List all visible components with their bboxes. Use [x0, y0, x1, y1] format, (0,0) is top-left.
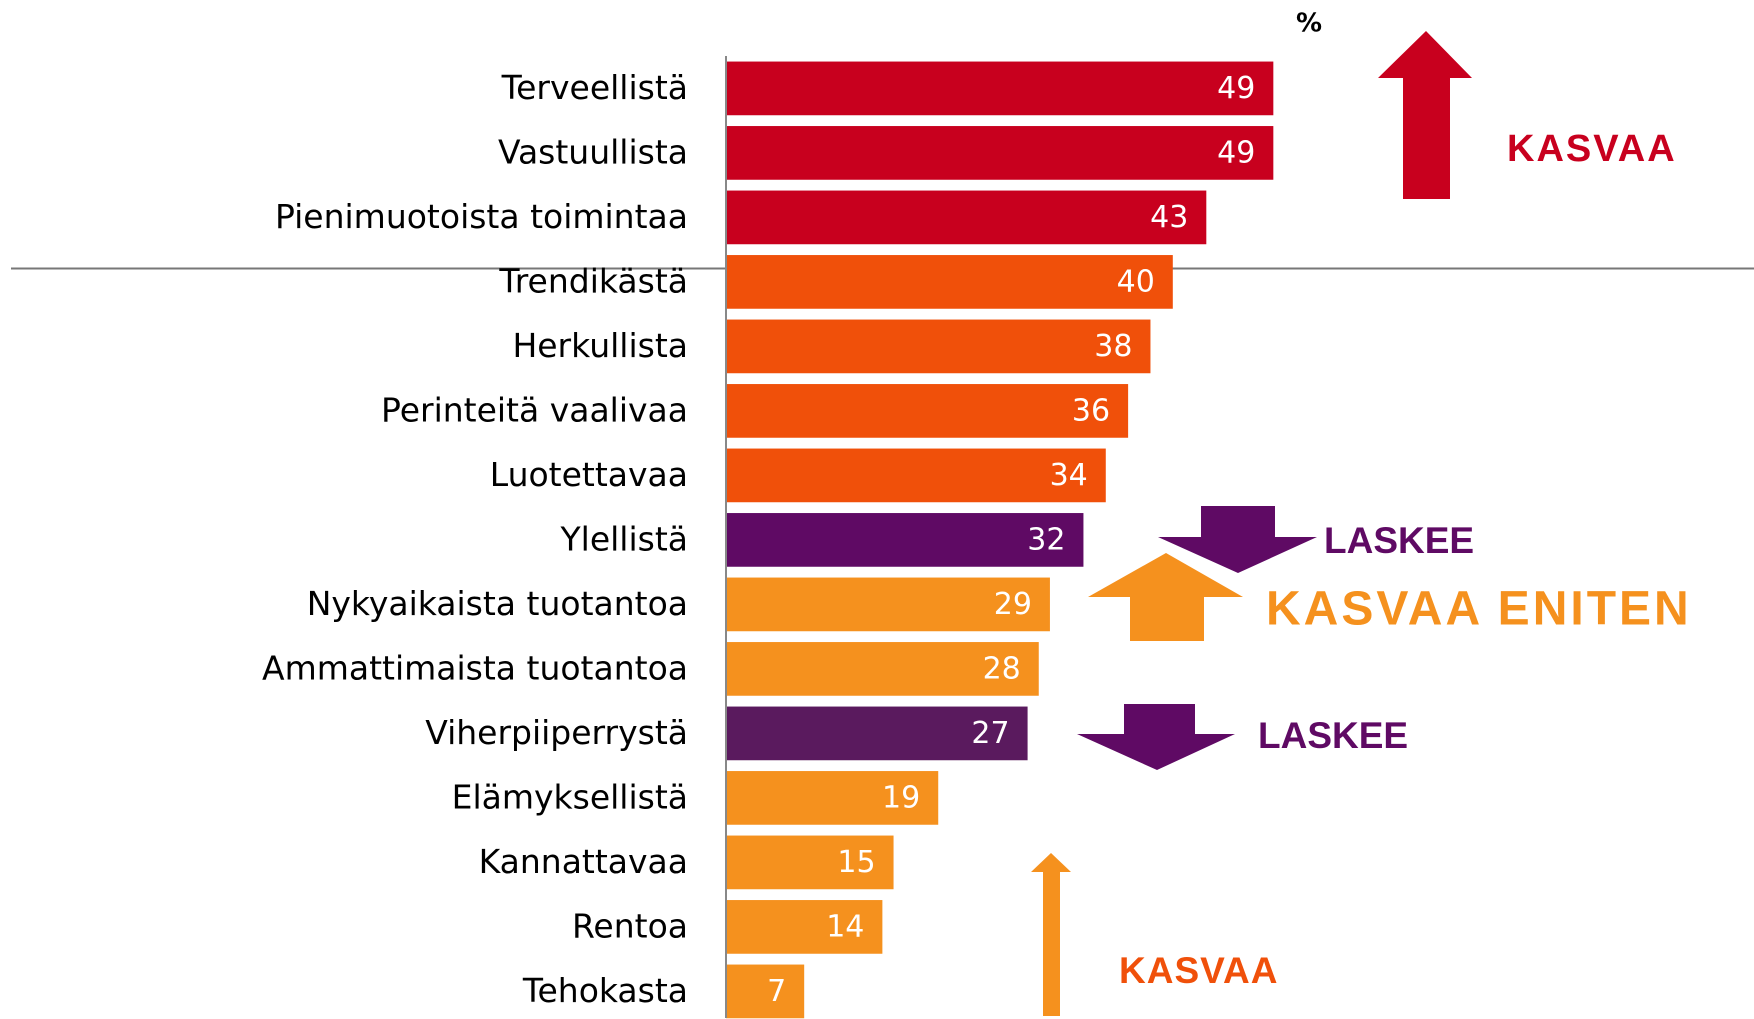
- category-label: Viherpiiperrystä: [425, 713, 688, 752]
- value-label: 14: [826, 909, 864, 944]
- bar: [726, 190, 1207, 245]
- category-label: Elämyksellistä: [452, 777, 688, 816]
- bar: [726, 706, 1028, 761]
- category-label: Rentoa: [572, 906, 688, 945]
- arrow-up: [1088, 553, 1243, 641]
- category-label: Perinteitä vaalivaa: [381, 390, 688, 429]
- unit-label: %: [1296, 9, 1322, 39]
- value-label: 40: [1117, 264, 1155, 299]
- category-label: Ylellistä: [560, 519, 689, 558]
- arrow-up: [1031, 853, 1071, 1016]
- annotation: KASVAA: [1119, 950, 1279, 991]
- arrow-down: [1077, 704, 1235, 770]
- category-label: Tehokasta: [522, 971, 688, 1010]
- value-label: 38: [1094, 329, 1132, 364]
- category-label: Pienimuotoista toimintaa: [275, 197, 688, 236]
- bar: [726, 513, 1084, 567]
- value-label: 29: [994, 587, 1032, 622]
- value-label: 34: [1050, 458, 1088, 493]
- bar: [726, 964, 805, 1019]
- category-label: Vastuullista: [498, 132, 688, 171]
- category-label: Herkullista: [512, 326, 688, 365]
- bar: [726, 642, 1039, 696]
- annotation: LASKEE: [1258, 715, 1408, 756]
- value-label: 7: [767, 974, 786, 1009]
- bar: [726, 319, 1151, 374]
- category-label: Kannattavaa: [479, 842, 688, 881]
- category-label: Ammattimaista tuotantoa: [262, 648, 688, 687]
- category-label: Terveellistä: [501, 68, 688, 107]
- arrow-up: [1378, 31, 1472, 199]
- bar: [726, 448, 1106, 503]
- bar: [726, 126, 1274, 180]
- value-label: 28: [983, 651, 1021, 686]
- bar: [726, 771, 939, 825]
- bar: [726, 577, 1050, 632]
- bar: [726, 61, 1274, 116]
- value-label: 36: [1072, 393, 1110, 428]
- value-label: 43: [1150, 200, 1188, 235]
- category-label: Trendikästä: [498, 261, 688, 300]
- bar: [726, 384, 1129, 438]
- bar: [726, 835, 894, 890]
- bar: [726, 255, 1173, 309]
- value-label: 49: [1217, 71, 1255, 106]
- annotation: KASVAA ENITEN: [1266, 583, 1692, 636]
- bar: [726, 900, 883, 954]
- value-label: 49: [1217, 135, 1255, 170]
- value-label: 19: [882, 780, 920, 815]
- category-label: Luotettavaa: [490, 455, 688, 494]
- annotation: KASVAA: [1507, 128, 1677, 170]
- value-label: 27: [971, 716, 1009, 751]
- value-label: 32: [1027, 522, 1065, 557]
- category-label: Nykyaikaista tuotantoa: [307, 584, 688, 623]
- annotation: LASKEE: [1324, 520, 1474, 561]
- arrow-down: [1158, 506, 1317, 573]
- value-label: 15: [837, 845, 875, 880]
- arrows: [1031, 31, 1472, 1016]
